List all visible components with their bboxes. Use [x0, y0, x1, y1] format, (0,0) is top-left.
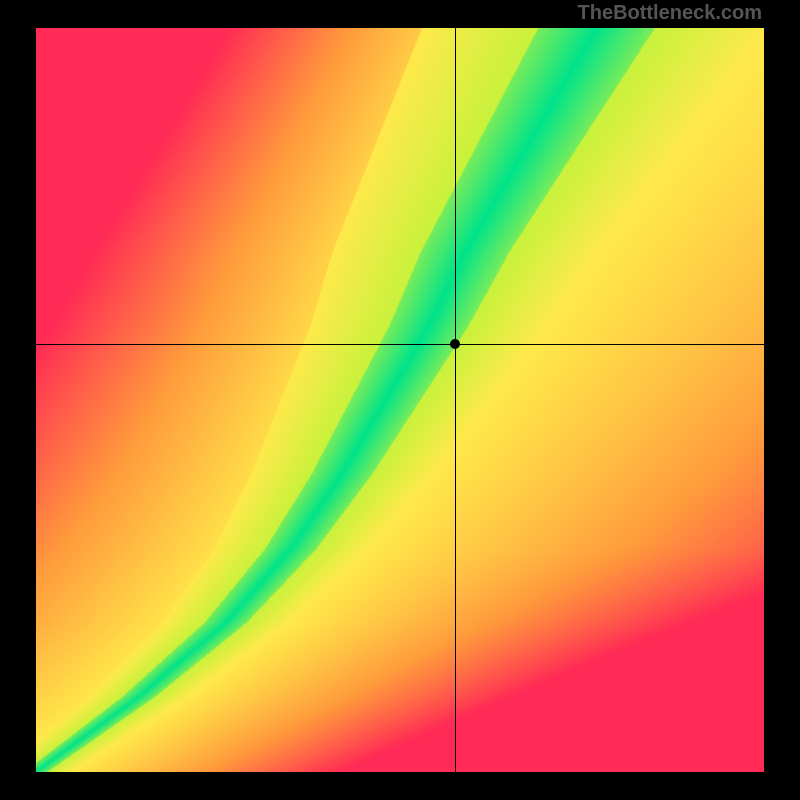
- heatmap-canvas: [36, 28, 764, 772]
- heatmap-plot: [36, 28, 764, 772]
- watermark-text: TheBottleneck.com: [578, 2, 762, 25]
